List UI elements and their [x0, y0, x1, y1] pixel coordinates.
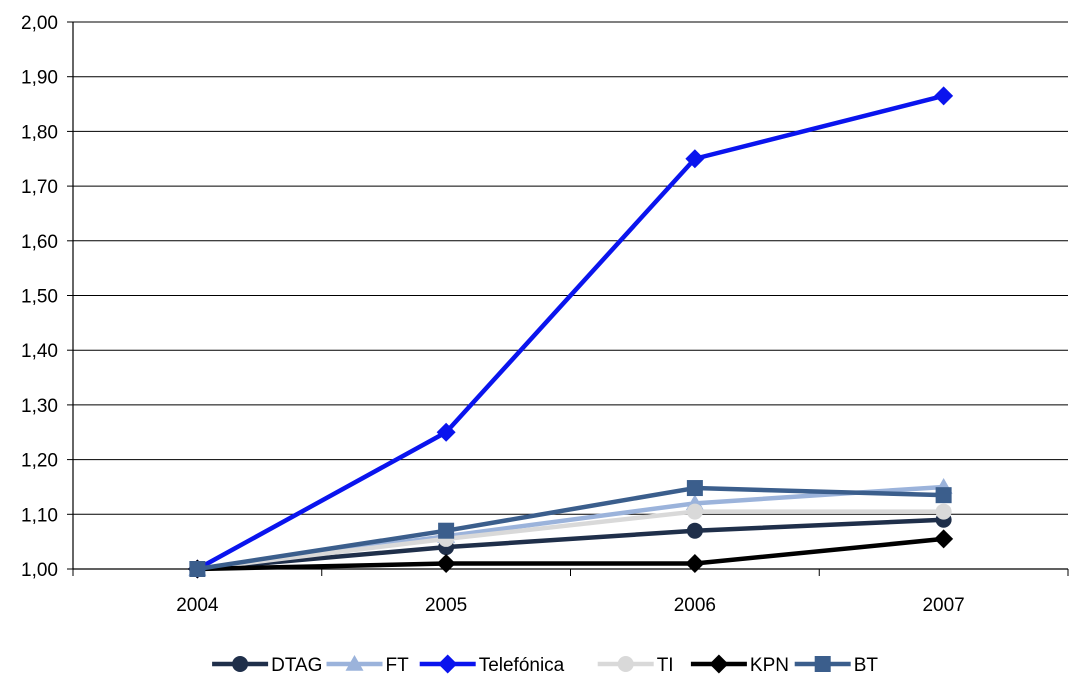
series-kpn: [187, 529, 954, 579]
data-point: [685, 149, 705, 169]
legend-label: Telefónica: [479, 655, 565, 676]
series-line: [195, 509, 946, 572]
y-tick-label: 1,40: [21, 341, 58, 362]
legend-item: KPN: [690, 654, 789, 676]
legend-marker: [438, 654, 458, 674]
legend-marker: [617, 656, 634, 672]
series-telef-nica: [187, 86, 954, 579]
data-point: [686, 503, 703, 520]
y-tick-label: 1,00: [21, 560, 58, 581]
legend-label: BT: [854, 655, 879, 676]
data-point: [935, 503, 952, 520]
data-point: [685, 554, 705, 574]
y-tick-label: 1,90: [21, 68, 58, 89]
data-point: [935, 487, 952, 504]
legend-label: KPN: [750, 655, 789, 676]
y-tick-label: 1,30: [21, 396, 58, 417]
data-point: [686, 522, 703, 539]
y-tick-label: 1,60: [21, 232, 58, 253]
series-line: [195, 536, 946, 572]
data-point: [436, 422, 456, 442]
x-tick-label: 2006: [674, 595, 716, 616]
legend-marker: [709, 654, 729, 674]
legend: DTAG FT Telefónica TI KPN BT: [212, 654, 879, 676]
legend-item: TI: [597, 655, 674, 676]
y-tick-label: 1,70: [21, 177, 58, 198]
data-point: [934, 529, 954, 549]
x-tick-label: 2005: [425, 595, 467, 616]
x-tick-label: 2004: [176, 595, 219, 616]
legend-label: DTAG: [271, 655, 322, 676]
legend-label: FT: [386, 655, 410, 676]
data-point: [438, 522, 455, 539]
y-tick-label: 1,50: [21, 287, 58, 308]
data-point: [189, 561, 206, 577]
x-tick-label: 2007: [922, 595, 964, 616]
legend-item: FT: [326, 655, 410, 676]
series-line: [195, 485, 946, 572]
series-bt: [189, 480, 952, 577]
legend-marker: [814, 656, 831, 672]
legend-marker: [232, 656, 249, 672]
series-group: [187, 86, 954, 579]
legend-item: Telefónica: [419, 654, 565, 676]
gridlines: [73, 21, 1068, 515]
axes: 1,00 1,10 1,20 1,30 1,40 1,50 1,60 1,70 1,80 1,90…: [21, 13, 1069, 616]
y-tick-label: 1,20: [21, 451, 58, 472]
legend-item: DTAG: [212, 655, 322, 676]
y-tick-label: 2,00: [21, 13, 58, 34]
data-point: [436, 554, 456, 574]
series-line: [195, 93, 946, 572]
y-tick-label: 1,10: [21, 505, 58, 526]
y-tick-label: 1,80: [21, 122, 58, 143]
legend-marker: [345, 655, 364, 671]
series-line: [195, 517, 946, 572]
data-point: [934, 86, 954, 106]
data-point: [686, 480, 703, 497]
legend-item: BT: [794, 655, 879, 676]
legend-label: TI: [657, 655, 674, 676]
